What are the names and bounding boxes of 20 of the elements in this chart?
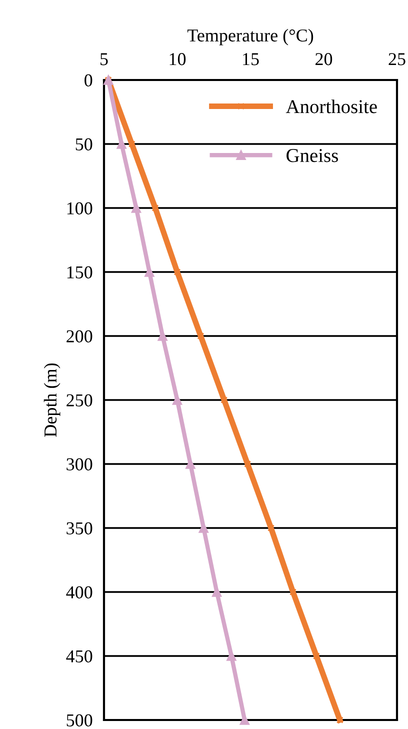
y-tick-label: 300 [66, 458, 92, 470]
x-tick-label: 20 [316, 53, 332, 66]
x-tick-label: 10 [170, 53, 186, 66]
y-tick-label: 450 [66, 650, 92, 662]
y-tick-label: 350 [66, 522, 92, 534]
legend-label: Anorthosite [286, 100, 377, 114]
legend-label: Gneiss [286, 149, 338, 162]
y-tick-label: 500 [66, 714, 92, 726]
x-tick-label: 25 [388, 53, 406, 66]
x-tick-label: 5 [100, 53, 108, 66]
y-tick-label: 250 [66, 394, 92, 406]
y-tick-label: 0 [84, 74, 92, 86]
y-tick-label: 100 [67, 202, 92, 214]
x-tick-label: 15 [243, 53, 259, 66]
y-tick-label: 400 [66, 586, 92, 598]
x-axis-title: Temperature (°C) [187, 28, 314, 46]
y-tick-label: 50 [76, 138, 92, 150]
y-tick-label: 200 [66, 330, 92, 342]
y-axis-title: Depth (m) [44, 363, 60, 437]
y-tick-label: 150 [67, 266, 92, 278]
